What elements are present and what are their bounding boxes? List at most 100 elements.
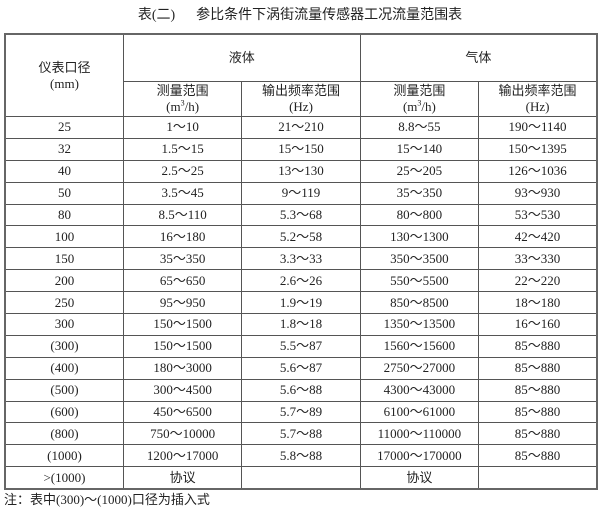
table-row: 200 65～650 2.6～26 550～5500 22～220 — [4, 269, 598, 293]
measure-label: 测量范围 — [393, 83, 446, 98]
cell-liquid-measure-range: 180～3000 — [122, 356, 243, 380]
table-row: 100 16～180 5.2～58 130～1300 42～420 — [4, 225, 598, 249]
cell-liquid-measure-range: 150～1500 — [122, 334, 243, 358]
cell-diameter: 200 — [4, 269, 124, 293]
cell-gas-measure-range: 6100～61000 — [359, 400, 480, 424]
cell-gas-freq-range: 150～1395 — [478, 137, 598, 161]
cell-liquid-measure-range: 8.5～110 — [122, 203, 243, 227]
cell-gas-measure-range: 1560～15600 — [359, 334, 480, 358]
header-gas-measure: 测量范围 (m3/h) — [359, 81, 480, 117]
freq-unit: (Hz) — [289, 99, 313, 114]
cell-gas-measure-range: 2750～27000 — [359, 356, 480, 380]
cell-liquid-measure-range: 16～180 — [122, 225, 243, 249]
cell-gas-freq-range: 85～880 — [478, 334, 598, 358]
freq-label: 输出频率范围 — [261, 83, 340, 98]
cell-liquid-measure-range: 300～4500 — [122, 378, 243, 402]
table-row: (800) 750～10000 5.7～88 11000～110000 85～880 — [4, 422, 598, 446]
cell-liquid-measure-range: 450～6500 — [122, 400, 243, 424]
cell-diameter: (300) — [4, 334, 124, 358]
cell-liquid-freq-range — [241, 466, 361, 490]
cell-gas-freq-range: 93～930 — [478, 181, 598, 205]
cell-diameter: 80 — [4, 203, 124, 227]
cell-gas-measure-range: 11000～110000 — [359, 422, 480, 446]
freq-label: 输出频率范围 — [498, 83, 577, 98]
freq-unit: (Hz) — [525, 99, 550, 114]
cell-diameter: 250 — [4, 291, 124, 315]
cell-gas-freq-range — [478, 466, 598, 490]
table-row: 150 35～350 3.3～33 350～3500 33～330 — [4, 247, 598, 271]
cell-diameter: 150 — [4, 247, 124, 271]
table-row: (600) 450～6500 5.7～89 6100～61000 85～880 — [4, 400, 598, 424]
cell-diameter: (400) — [4, 356, 124, 380]
cell-gas-freq-range: 18～180 — [478, 291, 598, 315]
cell-diameter: 300 — [4, 313, 124, 336]
cell-gas-measure-range: 协议 — [359, 466, 480, 490]
cell-gas-measure-range: 130～1300 — [359, 225, 480, 249]
header-gas-freq: 输出频率范围 (Hz) — [478, 81, 598, 117]
table-row: (500) 300～4500 5.6～88 4300～43000 85～880 — [4, 378, 598, 402]
cell-gas-freq-range: 22～220 — [478, 269, 598, 293]
cell-liquid-freq-range: 5.2～58 — [241, 225, 361, 249]
table-row: >(1000) 协议 协议 — [4, 466, 598, 490]
cell-liquid-freq-range: 5.8～88 — [241, 444, 361, 468]
cell-liquid-freq-range: 1.8～18 — [241, 313, 361, 336]
measure-unit: (m3/h) — [402, 98, 436, 114]
cell-liquid-measure-range: 35～350 — [122, 247, 243, 271]
cell-gas-freq-range: 16～160 — [478, 313, 598, 336]
cell-diameter: 40 — [4, 159, 124, 183]
cell-gas-measure-range: 25～205 — [359, 159, 480, 183]
cell-diameter: 50 — [4, 181, 124, 205]
cell-gas-measure-range: 17000～170000 — [359, 444, 480, 468]
cell-gas-freq-range: 190～1140 — [478, 116, 598, 139]
header-diameter: 仪表口径 (mm) — [4, 33, 124, 117]
cell-liquid-freq-range: 5.7～88 — [241, 422, 361, 446]
cell-diameter: (500) — [4, 378, 124, 402]
cell-gas-measure-range: 35～350 — [359, 181, 480, 205]
cell-diameter: 32 — [4, 137, 124, 161]
cell-liquid-measure-range: 150～1500 — [122, 313, 243, 336]
table-row: 80 8.5～110 5.3～68 80～800 53～530 — [4, 203, 598, 227]
cell-gas-freq-range: 42～420 — [478, 225, 598, 249]
cell-liquid-freq-range: 3.3～33 — [241, 247, 361, 271]
cell-gas-measure-range: 8.8～55 — [359, 116, 480, 139]
diameter-unit: (mm) — [50, 75, 79, 91]
cell-liquid-measure-range: 3.5～45 — [122, 181, 243, 205]
cell-gas-measure-range: 850～8500 — [359, 291, 480, 315]
cell-gas-freq-range: 85～880 — [478, 356, 598, 380]
table-row: 300 150～1500 1.8～18 1350～13500 16～160 — [4, 313, 598, 336]
table-row: 50 3.5～45 9～119 35～350 93～930 — [4, 181, 598, 205]
flow-range-table: 仪表口径 (mm) 液体 气体 测量范围 (m3/h) 输出频率范围 (Hz) … — [4, 33, 598, 491]
cell-gas-freq-range: 85～880 — [478, 422, 598, 446]
measure-unit: (m3/h) — [166, 98, 200, 114]
cell-liquid-freq-range: 5.6～88 — [241, 378, 361, 402]
cell-gas-freq-range: 126～1036 — [478, 159, 598, 183]
header-gas: 气体 — [359, 33, 598, 82]
cell-diameter: 100 — [4, 225, 124, 249]
cell-liquid-freq-range: 15～150 — [241, 137, 361, 161]
table-row: 25 1～10 21～210 8.8～55 190～1140 — [4, 116, 598, 139]
cell-gas-measure-range: 80～800 — [359, 203, 480, 227]
table-row: 250 95～950 1.9～19 850～8500 18～180 — [4, 291, 598, 315]
cell-liquid-freq-range: 5.6～87 — [241, 356, 361, 380]
table-title: 表(二) 参比条件下涡街流量传感器工况流量范围表 — [137, 8, 463, 23]
cell-liquid-measure-range: 65～650 — [122, 269, 243, 293]
table-row: 40 2.5～25 13～130 25～205 126～1036 — [4, 159, 598, 183]
cell-gas-freq-range: 85～880 — [478, 444, 598, 468]
measure-label: 测量范围 — [156, 83, 209, 98]
cell-gas-measure-range: 550～5500 — [359, 269, 480, 293]
table-row: (1000) 1200～17000 5.8～88 17000～170000 85～880 — [4, 444, 598, 468]
cell-liquid-measure-range: 协议 — [122, 466, 243, 490]
header-liquid-measure: 测量范围 (m3/h) — [122, 81, 243, 117]
cell-liquid-freq-range: 13～130 — [241, 159, 361, 183]
cell-diameter: >(1000) — [4, 466, 124, 490]
cell-diameter: (1000) — [4, 444, 124, 468]
cell-diameter: (600) — [4, 400, 124, 424]
cell-liquid-freq-range: 5.7～89 — [241, 400, 361, 424]
cell-gas-measure-range: 4300～43000 — [359, 378, 480, 402]
cell-liquid-freq-range: 9～119 — [241, 181, 361, 205]
footnote: 注：表中(300)～(1000)口径为插入式 — [4, 492, 210, 507]
cell-liquid-freq-range: 5.3～68 — [241, 203, 361, 227]
cell-liquid-measure-range: 1～10 — [122, 116, 243, 139]
cell-liquid-freq-range: 2.6～26 — [241, 269, 361, 293]
cell-gas-freq-range: 33～330 — [478, 247, 598, 271]
